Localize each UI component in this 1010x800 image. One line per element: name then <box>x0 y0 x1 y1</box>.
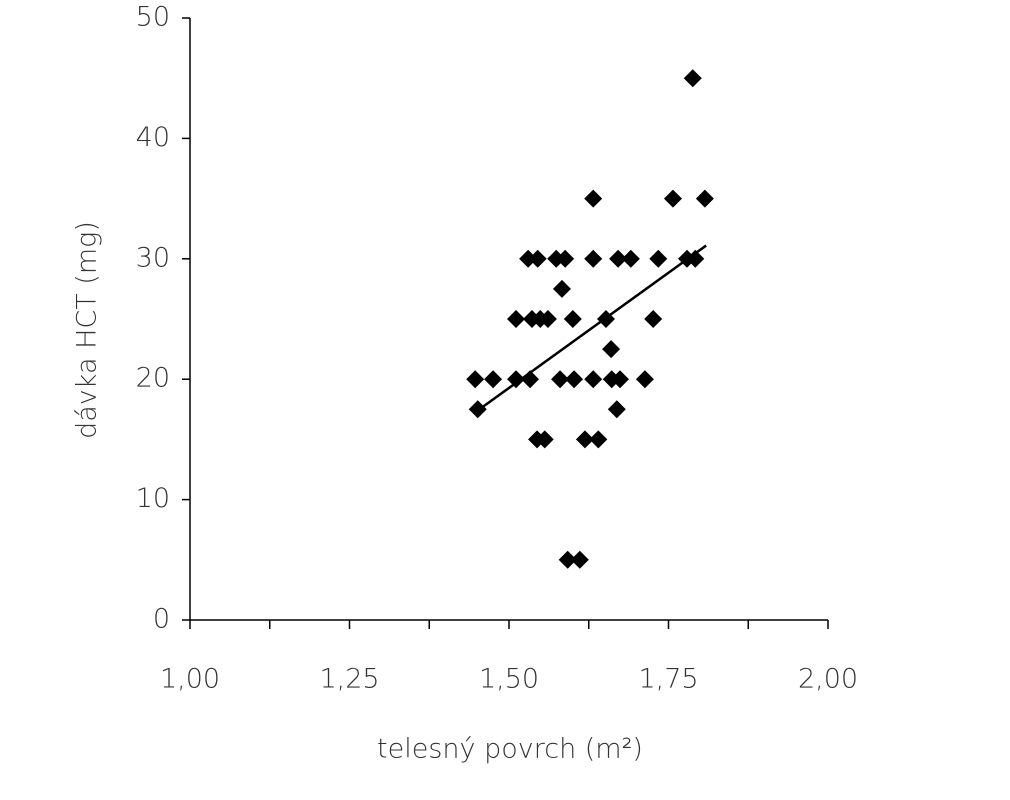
point <box>507 370 526 389</box>
y-tick-label: 40 <box>136 122 170 153</box>
point <box>507 310 526 328</box>
point <box>558 550 577 569</box>
point <box>695 189 714 208</box>
point <box>552 279 571 298</box>
point <box>621 249 640 268</box>
y-axis-label: dávka HCT (mg) <box>72 221 103 439</box>
point <box>528 249 547 268</box>
point <box>649 249 668 268</box>
y-tick-label: 10 <box>136 483 170 514</box>
point <box>519 249 538 268</box>
point <box>635 370 654 389</box>
point <box>521 370 540 389</box>
point <box>563 310 582 328</box>
point <box>596 310 615 328</box>
point <box>556 249 575 268</box>
point <box>589 430 608 449</box>
y-tick-label: 30 <box>136 242 170 273</box>
point <box>535 430 554 449</box>
x-tick-label: 2,00 <box>798 664 858 695</box>
point <box>686 249 705 268</box>
point <box>644 310 663 328</box>
point <box>484 370 503 389</box>
point <box>468 400 487 419</box>
y-tick-label: 0 <box>153 604 170 635</box>
point <box>609 249 628 268</box>
x-tick-label: 1,50 <box>479 664 539 695</box>
point <box>538 310 557 328</box>
point <box>575 430 594 449</box>
point <box>607 400 626 419</box>
y-tick-label: 20 <box>136 363 170 394</box>
point <box>602 340 621 359</box>
x-tick-label: 1,00 <box>160 664 220 695</box>
point <box>663 189 682 208</box>
x-tick-label: 1,75 <box>638 664 698 695</box>
point <box>551 370 570 389</box>
point <box>570 550 589 569</box>
y-tick-label: 50 <box>136 2 170 33</box>
point <box>466 370 485 389</box>
point <box>584 370 603 389</box>
x-tick-label: 1,25 <box>319 664 379 695</box>
x-axis-label: telesný povrch (m²) <box>377 734 643 765</box>
point <box>584 189 603 208</box>
point <box>683 69 702 88</box>
point <box>611 370 630 389</box>
point <box>565 370 584 389</box>
point <box>584 249 603 268</box>
